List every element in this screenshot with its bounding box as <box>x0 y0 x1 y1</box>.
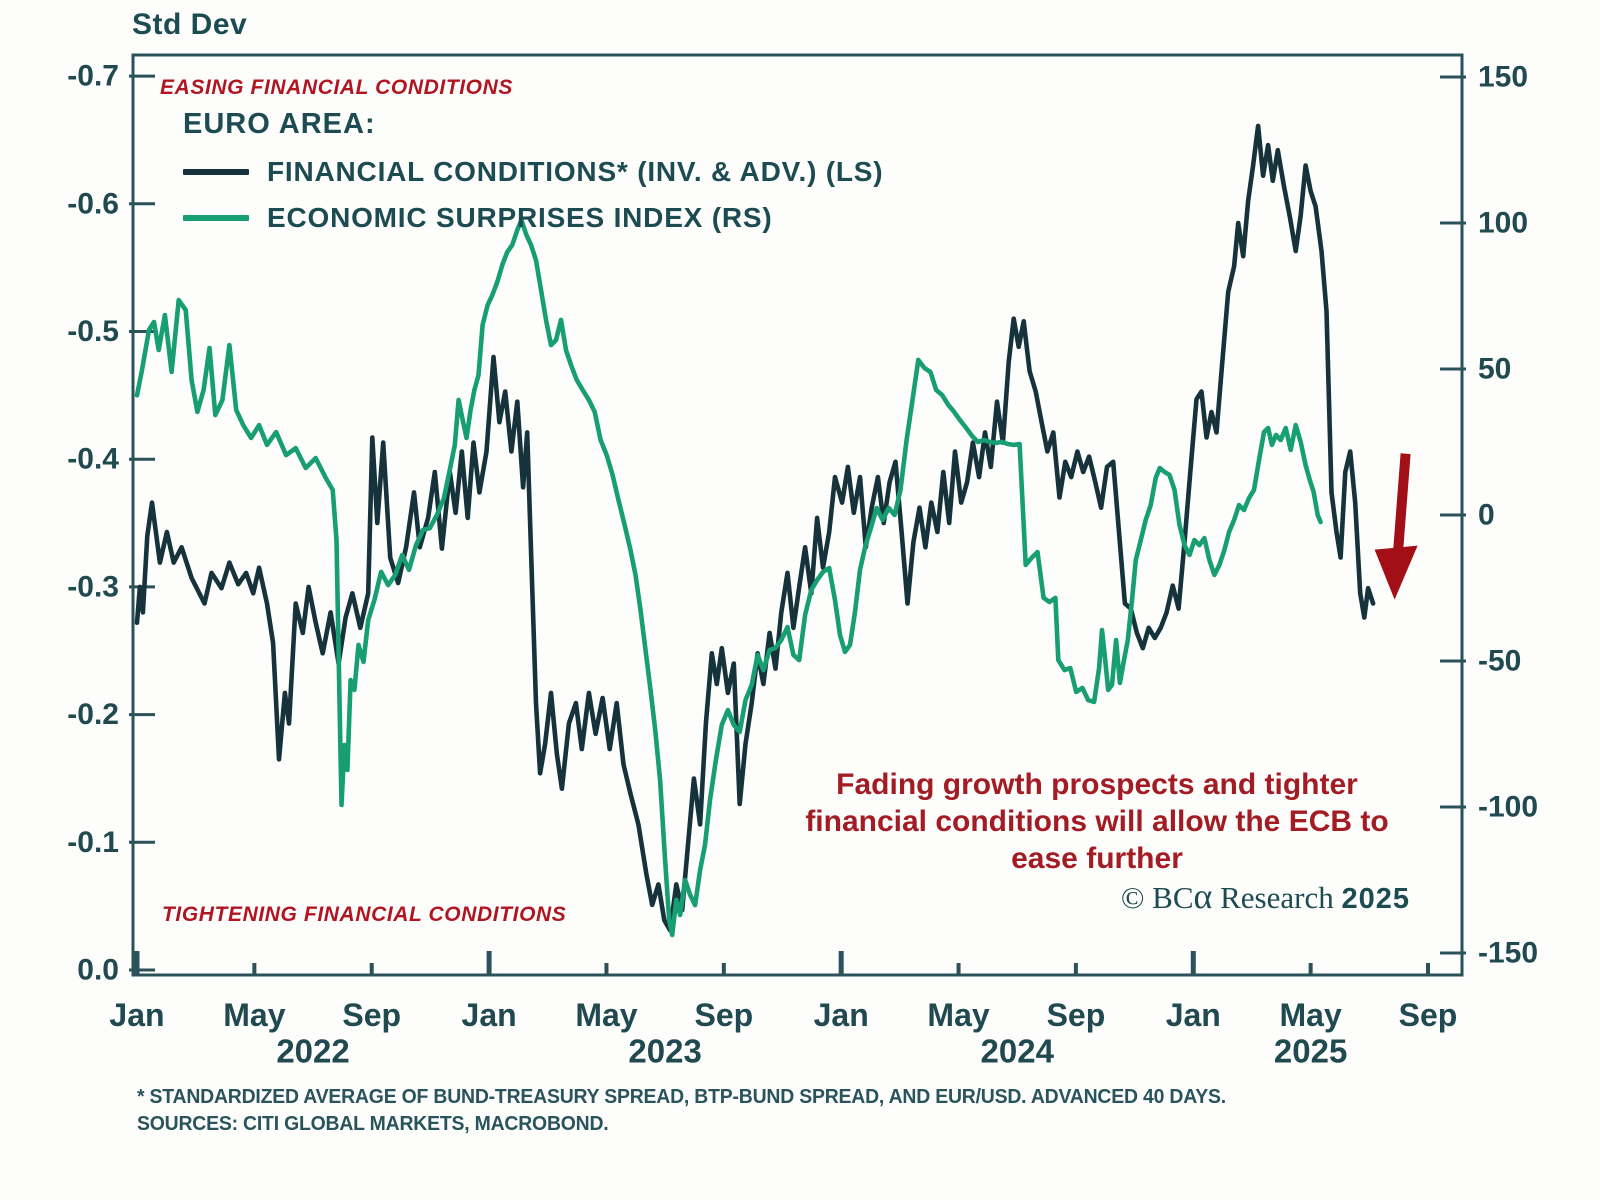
legend-label-esi: ECONOMIC SURPRISES INDEX (RS) <box>267 202 773 233</box>
right-axis-tick-label: -150 <box>1478 937 1538 970</box>
x-axis-month-label: Sep <box>1047 997 1106 1033</box>
x-axis-month-label: Jan <box>1166 997 1221 1033</box>
x-axis-year-label: 2023 <box>628 1033 701 1070</box>
right-axis-tick-label: 100 <box>1478 207 1528 240</box>
x-axis-month-label: May <box>575 997 637 1033</box>
right-axis-tick-label: 150 <box>1478 61 1528 94</box>
footnote-line-2: SOURCES: CITI GLOBAL MARKETS, MACROBOND. <box>137 1113 609 1135</box>
right-axis-tick-label: -50 <box>1478 645 1521 678</box>
copyright-mid: Research <box>1212 880 1342 915</box>
left-axis-tick-label: 0.0 <box>77 954 119 987</box>
down-arrow-head-icon <box>1374 545 1418 600</box>
legend-heading: EURO AREA: <box>183 108 376 140</box>
footnote-line-1: * STANDARDIZED AVERAGE OF BUND-TREASURY … <box>137 1086 1226 1108</box>
easing-annotation: EASING FINANCIAL CONDITIONS <box>160 76 513 99</box>
callout-text: Fading growth prospects and tighter fina… <box>800 766 1394 877</box>
bca-alpha-logo-icon: α <box>1193 876 1213 916</box>
legend-item-economic-surprises: ECONOMIC SURPRISES INDEX (RS) <box>183 195 883 241</box>
x-axis-month-label: Jan <box>814 997 869 1033</box>
left-axis-tick-label: -0.6 <box>67 187 119 220</box>
right-axis-tick-label: 0 <box>1478 499 1495 532</box>
footnote: * STANDARDIZED AVERAGE OF BUND-TREASURY … <box>137 1084 1226 1138</box>
left-axis-title: Std Dev <box>132 8 248 41</box>
esi-series-line <box>134 217 1323 938</box>
left-axis-tick-label: -0.3 <box>67 570 119 603</box>
left-axis-tick-label: -0.7 <box>67 60 119 93</box>
callout-line-3: ease further <box>1011 842 1183 875</box>
x-axis-month-label: Sep <box>1399 997 1458 1033</box>
right-axis-tick-label: 50 <box>1478 353 1511 386</box>
legend: EURO AREA: FINANCIAL CONDITIONS* (INV. &… <box>183 108 883 241</box>
left-axis-tick-label: -0.1 <box>67 826 119 859</box>
copyright-prefix: © BC <box>1120 880 1194 915</box>
x-axis-year-label: 2025 <box>1274 1033 1347 1070</box>
fci-line-swatch-icon <box>183 169 249 175</box>
x-axis-year-label: 2022 <box>276 1033 349 1070</box>
legend-item-financial-conditions: FINANCIAL CONDITIONS* (INV. & ADV.) (LS) <box>183 149 883 195</box>
left-axis-tick-label: -0.5 <box>67 315 119 348</box>
x-axis-month-label: May <box>1280 997 1342 1033</box>
left-axis-tick-label: -0.4 <box>67 443 119 476</box>
x-axis-month-label: May <box>223 997 285 1033</box>
right-axis-tick-label: -100 <box>1478 791 1538 824</box>
x-axis-month-label: Jan <box>109 997 164 1033</box>
x-axis-month-label: Sep <box>342 997 401 1033</box>
copyright-year: 2025 <box>1341 883 1410 915</box>
x-axis-month-label: Sep <box>694 997 753 1033</box>
x-axis-month-label: Jan <box>462 997 517 1033</box>
legend-label-fci: FINANCIAL CONDITIONS* (INV. & ADV.) (LS) <box>267 156 884 187</box>
callout-line-2: financial conditions will allow the ECB … <box>805 805 1389 838</box>
down-arrow-shaft <box>1392 453 1411 559</box>
esi-line-swatch-icon <box>183 215 249 221</box>
copyright: © BCα Research 2025 <box>900 878 1410 916</box>
callout-line-1: Fading growth prospects and tighter <box>836 768 1358 801</box>
tightening-annotation: TIGHTENING FINANCIAL CONDITIONS <box>162 903 567 926</box>
fci-series-line <box>134 123 1376 933</box>
x-axis-month-label: May <box>927 997 989 1033</box>
left-axis-tick-label: -0.2 <box>67 698 119 731</box>
x-axis-year-label: 2024 <box>981 1033 1055 1070</box>
